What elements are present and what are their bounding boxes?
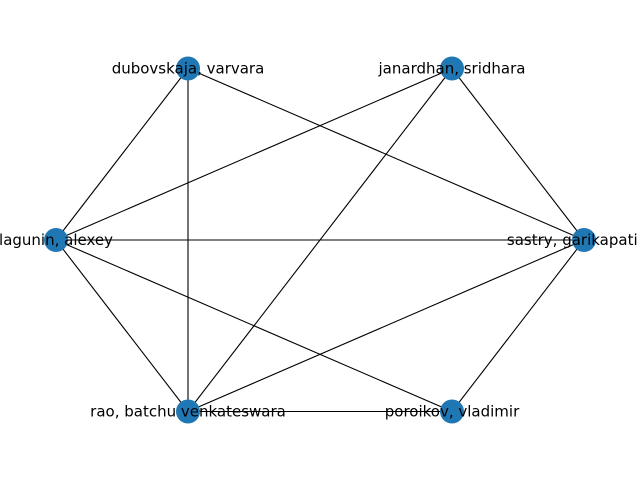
edges-layer <box>55 67 585 413</box>
node-label-poroikov: poroikov, vladimir <box>385 403 520 421</box>
node-sastry <box>572 228 596 252</box>
node-lagunin <box>44 228 68 252</box>
edge-janardhan-lagunin <box>55 67 453 241</box>
node-rao <box>176 399 200 424</box>
node-janardhan <box>440 56 464 81</box>
labels-layer: sastry, garikapati na janardhan, sridhara… <box>0 60 640 421</box>
edge-lagunin-rao <box>55 239 189 412</box>
nodes-layer <box>44 56 596 424</box>
node-label-rao: rao, batchu venkateswara <box>90 403 286 421</box>
node-label-sastry: sastry, garikapati na <box>507 231 640 249</box>
edge-rao-sastry <box>187 239 585 413</box>
edge-sastry-poroikov <box>451 239 585 412</box>
node-label-dubovskaja: dubovskaja, varvara <box>112 60 265 78</box>
node-label-lagunin: lagunin, alexey <box>0 231 113 249</box>
edge-lagunin-poroikov <box>55 239 453 413</box>
node-poroikov <box>440 399 464 424</box>
node-label-janardhan: janardhan, sridhara <box>378 60 526 78</box>
edge-dubovskaja-lagunin <box>55 68 189 241</box>
node-dubovskaja <box>176 56 200 81</box>
edge-janardhan-sastry <box>451 68 585 241</box>
